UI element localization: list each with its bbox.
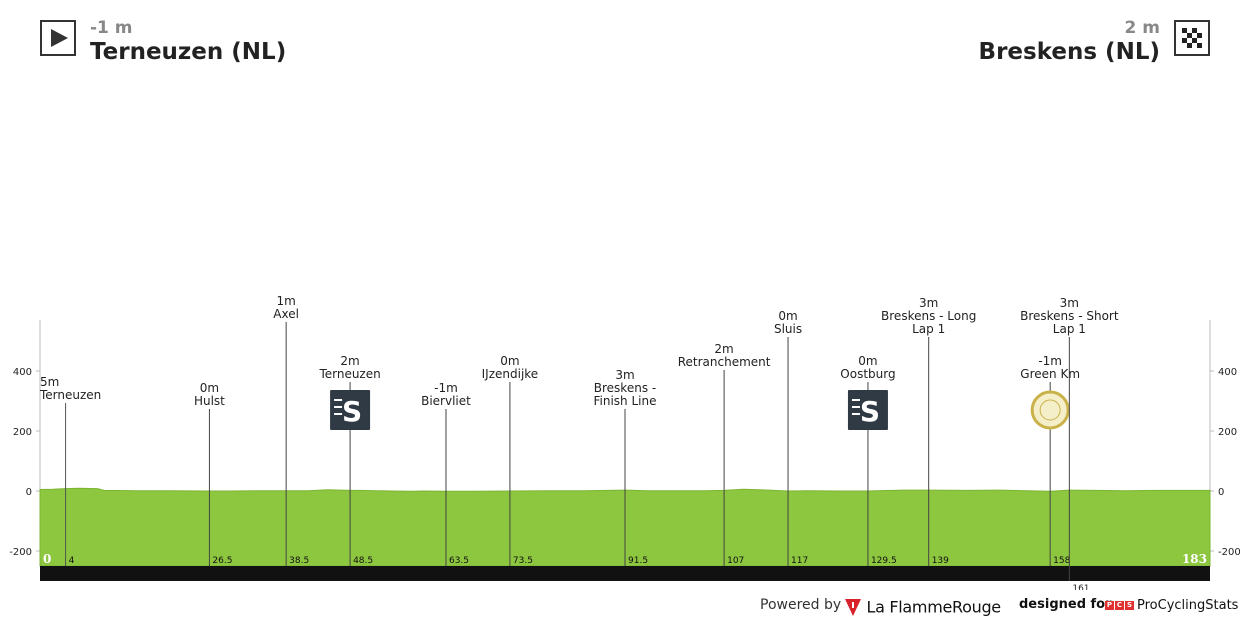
y-tick-label-right: 200 xyxy=(1218,427,1237,438)
waypoint-altitude: 0m xyxy=(858,354,877,368)
finish-checkered-flag-icon xyxy=(1174,20,1210,56)
green-km-icon xyxy=(1039,399,1061,421)
pcs-letter-c: C xyxy=(1115,600,1124,610)
km-label: 91.5 xyxy=(628,556,648,566)
waypoint-name: Axel xyxy=(273,307,299,321)
la-flamme-rouge-logo[interactable]: La FlammeRouge xyxy=(844,597,1001,617)
waypoint-name: Breskens - Short xyxy=(1020,309,1119,323)
km-label: 73.5 xyxy=(513,556,533,566)
pcs-letter-s: S xyxy=(1125,600,1134,610)
km-label: 26.5 xyxy=(212,556,232,566)
procyclingstats-name: ProCyclingStats xyxy=(1137,597,1239,613)
waypoint-altitude: 5m xyxy=(40,375,59,389)
pcs-letter-p: P xyxy=(1105,600,1114,610)
waypoint-name: Finish Line xyxy=(594,394,657,408)
flamme-rouge-icon xyxy=(845,599,861,616)
y-tick-label-right: 400 xyxy=(1218,367,1237,378)
waypoint-name: Oostburg xyxy=(840,367,895,381)
km-label: 139 xyxy=(932,556,949,566)
km-label: 107 xyxy=(727,556,744,566)
y-tick-label-right: -200 xyxy=(1218,547,1241,558)
start-altitude: -1 m xyxy=(90,18,133,38)
waypoint-altitude: 0m xyxy=(200,381,219,395)
waypoint-name: Terneuzen xyxy=(318,367,380,381)
waypoint-name: Retranchement xyxy=(678,355,771,369)
green-km-badge xyxy=(1030,390,1070,430)
procyclingstats-logo[interactable]: P C S ProCyclingStats xyxy=(1105,597,1238,613)
km-label: 161 xyxy=(1072,584,1089,590)
waypoint-altitude: 2m xyxy=(714,342,733,356)
waypoint-altitude: 1m xyxy=(276,294,295,308)
sprint-icon: S xyxy=(342,395,362,428)
km-label: 129.5 xyxy=(871,556,897,566)
x-start-label: 0 xyxy=(43,552,51,566)
y-tick-label-left: 0 xyxy=(26,487,32,498)
waypoint-altitude: 0m xyxy=(778,309,797,323)
waypoint-name: Breskens - Long xyxy=(881,309,976,323)
start-play-icon xyxy=(40,20,76,56)
finish-location: Breskens (NL) xyxy=(978,39,1160,65)
waypoint-altitude: 3m xyxy=(1060,296,1079,310)
km-label: 4 xyxy=(69,556,75,566)
km-label: 48.5 xyxy=(353,556,373,566)
powered-by-text: Powered by xyxy=(760,597,842,613)
y-tick-label-right: 0 xyxy=(1218,487,1224,498)
distance-bar xyxy=(40,566,1210,581)
waypoint-name: Sluis xyxy=(774,322,802,336)
y-tick-label-left: -200 xyxy=(9,547,32,558)
start-location: Terneuzen (NL) xyxy=(90,39,287,65)
waypoint-altitude: -1m xyxy=(1038,354,1062,368)
la-flamme-rouge-name: La FlammeRouge xyxy=(866,597,1001,617)
sprint-icon: S xyxy=(860,395,880,428)
waypoint-altitude: -1m xyxy=(434,381,458,395)
y-tick-label-left: 200 xyxy=(13,427,32,438)
km-label: 38.5 xyxy=(289,556,309,566)
waypoint-altitude: 0m xyxy=(500,354,519,368)
x-end-label: 183 xyxy=(1182,552,1207,566)
waypoint-name: Lap 1 xyxy=(912,322,945,336)
waypoint-name: IJzendijke xyxy=(482,367,539,381)
designed-for-text: designed for xyxy=(1019,597,1112,612)
waypoint-name: Biervliet xyxy=(421,394,471,408)
waypoint-name: Lap 1 xyxy=(1053,322,1086,336)
finish-altitude: 2 m xyxy=(1124,18,1160,38)
km-label: 117 xyxy=(791,556,808,566)
km-label: 158 xyxy=(1053,556,1070,566)
km-label: 63.5 xyxy=(449,556,469,566)
km-label-background xyxy=(1070,581,1093,590)
waypoint-altitude: 3m xyxy=(615,368,634,382)
waypoint-name: Hulst xyxy=(194,394,225,408)
waypoint-name: Breskens - xyxy=(594,381,656,395)
waypoint-altitude: 3m xyxy=(919,296,938,310)
y-tick-label-left: 400 xyxy=(13,367,32,378)
waypoint-name: Green Km xyxy=(1020,367,1080,381)
waypoint-name: Terneuzen xyxy=(39,388,101,402)
waypoint-altitude: 2m xyxy=(340,354,359,368)
